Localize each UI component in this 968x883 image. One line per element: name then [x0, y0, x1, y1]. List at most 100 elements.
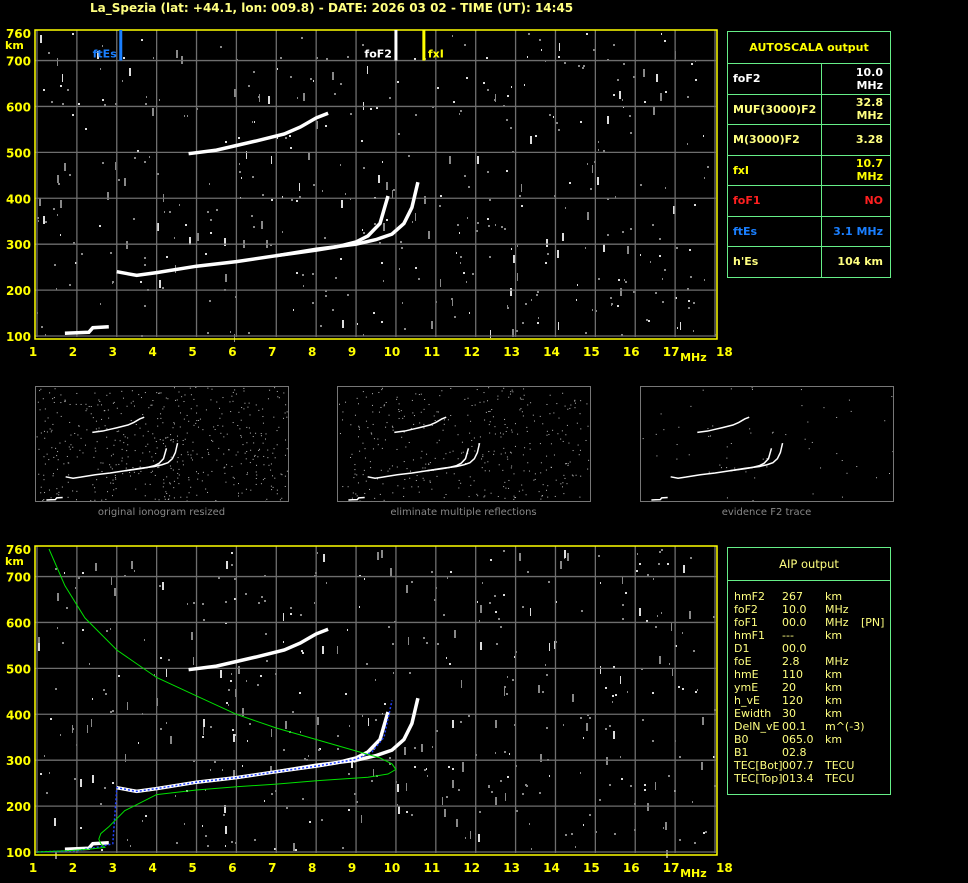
noise-dot: [726, 467, 728, 469]
noise-dot: [169, 482, 171, 484]
noise-dot: [56, 288, 57, 290]
noise-dot: [127, 437, 129, 439]
noise-dot: [690, 405, 692, 407]
noise-dot: [530, 136, 532, 144]
noise-dot: [546, 727, 548, 729]
noise-dot: [565, 834, 567, 836]
noise-dot: [254, 839, 256, 841]
noise-dot: [340, 83, 342, 85]
x-tick-label: 12: [463, 861, 480, 875]
noise-dot: [226, 702, 228, 704]
noise-dot: [282, 196, 283, 198]
noise-dot: [178, 483, 180, 485]
aip-value: 30: [782, 707, 796, 720]
noise-dot: [437, 643, 439, 645]
noise-dot: [114, 474, 116, 476]
noise-dot: [457, 458, 459, 460]
noise-dot: [421, 450, 423, 452]
noise-dot: [812, 493, 814, 495]
noise-dot: [49, 428, 51, 430]
noise-dot: [564, 62, 566, 64]
noise-dot: [112, 402, 114, 404]
noise-dot: [180, 412, 182, 414]
noise-dot: [159, 392, 161, 394]
noise-dot: [553, 454, 555, 456]
noise-dot: [514, 497, 516, 499]
noise-dot: [364, 492, 366, 494]
noise-dot: [145, 815, 147, 817]
noise-dot: [376, 478, 378, 480]
noise-dot: [647, 803, 649, 811]
noise-dot: [60, 734, 61, 736]
noise-dot: [286, 807, 288, 809]
plot-frame: [34, 29, 718, 340]
noise-dot: [56, 493, 58, 495]
noise-dot: [553, 116, 554, 118]
noise-dot: [163, 479, 165, 481]
noise-dot: [460, 721, 462, 723]
noise-dot: [149, 156, 150, 158]
noise-dot: [495, 224, 496, 226]
noise-dot: [510, 288, 512, 296]
noise-dot: [381, 389, 383, 391]
noise-dot: [372, 423, 374, 425]
noise-dot: [67, 496, 69, 498]
noise-dot: [66, 607, 68, 609]
noise-dot: [372, 448, 374, 450]
noise-dot: [68, 474, 70, 476]
noise-dot: [253, 442, 255, 444]
noise-dot: [527, 571, 529, 573]
noise-dot: [372, 411, 374, 413]
noise-dot: [630, 228, 632, 230]
noise-dot: [678, 426, 680, 428]
noise-dot: [442, 797, 443, 805]
noise-dot: [679, 756, 681, 758]
noise-dot: [479, 401, 481, 403]
noise-dot: [540, 462, 542, 464]
noise-dot: [231, 395, 233, 397]
noise-dot: [249, 432, 251, 434]
autoscala-value: 3.28: [821, 124, 891, 156]
noise-dot: [381, 550, 383, 558]
noise-dot: [647, 574, 649, 576]
noise-dot: [488, 451, 490, 453]
noise-dot: [412, 459, 414, 461]
noise-dot: [428, 231, 430, 239]
noise-dot: [516, 810, 518, 812]
noise-dot: [234, 89, 236, 97]
noise-dot: [357, 403, 359, 405]
noise-dot: [40, 388, 42, 390]
noise-dot: [726, 446, 728, 448]
noise-dot: [318, 749, 320, 751]
noise-dot: [262, 442, 264, 444]
noise-dot: [400, 241, 402, 243]
noise-dot: [771, 432, 773, 434]
noise-dot: [86, 429, 88, 431]
noise-dot: [482, 582, 483, 584]
noise-dot: [225, 274, 227, 282]
noise-dot: [75, 403, 77, 405]
noise-dot: [64, 572, 65, 574]
noise-dot: [396, 398, 398, 400]
noise-dot: [378, 175, 380, 183]
noise-dot: [689, 249, 691, 251]
noise-dot: [155, 441, 157, 443]
noise-dot: [176, 842, 178, 844]
noise-dot: [592, 309, 593, 311]
noise-dot: [687, 96, 689, 98]
noise-dot: [39, 198, 41, 206]
noise-dot: [630, 785, 632, 787]
noise-dot: [547, 496, 549, 498]
noise-dot: [41, 326, 43, 328]
noise-dot: [476, 493, 478, 495]
noise-dot: [471, 405, 473, 407]
noise-dot: [703, 135, 704, 137]
noise-dot: [586, 403, 588, 405]
noise-dot: [293, 309, 294, 311]
noise-dot: [458, 479, 460, 481]
y-tick-label: 600: [6, 100, 31, 114]
noise-dot: [75, 587, 76, 589]
noise-dot: [276, 489, 278, 491]
noise-dot: [115, 488, 117, 490]
aip-value: ---: [782, 629, 794, 642]
